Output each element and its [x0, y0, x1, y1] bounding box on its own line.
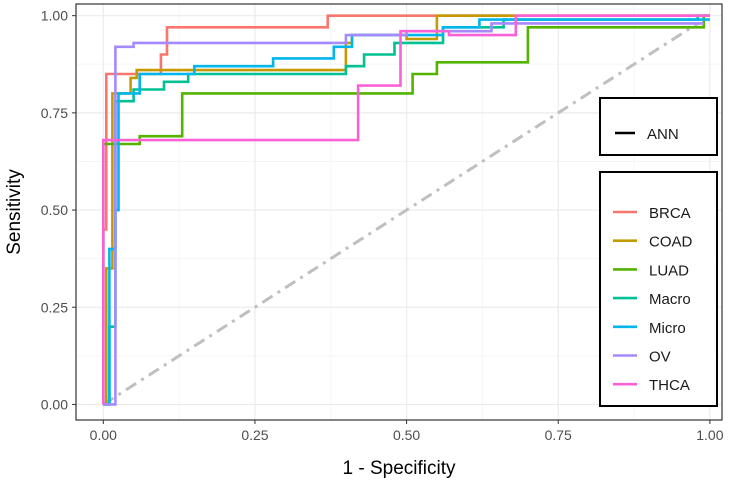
x-tick-label: 1.00 [696, 427, 723, 443]
x-tick-label: 0.00 [90, 427, 117, 443]
roc-curves [102, 14, 710, 406]
legend-label-ov: OV [649, 349, 671, 366]
roc-curve-ov [103, 22, 704, 406]
legend-label-coad: COAD [649, 234, 693, 251]
method-legend-label: ANN [647, 126, 679, 143]
reference-diagonal-line [102, 22, 699, 406]
roc-curve-brca [102, 14, 710, 405]
y-tick-label: 1.00 [41, 8, 68, 24]
method-legend: ANN [599, 97, 718, 156]
x-tick-label: 0.75 [545, 427, 572, 443]
legend-label-brca: BRCA [649, 205, 691, 222]
roc-curve-thca [102, 14, 710, 405]
legend-label-micro: Micro [649, 320, 686, 337]
legend-label-macro: Macro [649, 291, 691, 308]
y-tick-label: 0.25 [41, 299, 68, 315]
x-tick-label: 0.50 [393, 427, 420, 443]
y-axis-ticks: 0.00 0.25 0.50 0.75 1.00 [41, 8, 76, 412]
y-axis-title: Sensitivity [4, 169, 25, 255]
y-tick-label: 0.00 [41, 396, 68, 412]
y-tick-label: 0.75 [41, 105, 68, 121]
legend-label-thca: THCA [649, 377, 690, 394]
legend-label-luad: LUAD [649, 262, 689, 279]
x-tick-label: 0.25 [241, 427, 268, 443]
roc-curve-coad [103, 14, 710, 406]
x-axis-ticks: 0.00 0.25 0.50 0.75 1.00 [90, 420, 724, 443]
method-legend-box [599, 97, 718, 156]
x-axis-title: 1 - Specificity [343, 458, 456, 479]
grid-major [76, 4, 722, 420]
plot-panel-border [75, 3, 723, 421]
y-tick-label: 0.50 [41, 202, 68, 218]
series-legend: BRCA COAD LUAD Macro Micro OV THCA [599, 171, 718, 407]
